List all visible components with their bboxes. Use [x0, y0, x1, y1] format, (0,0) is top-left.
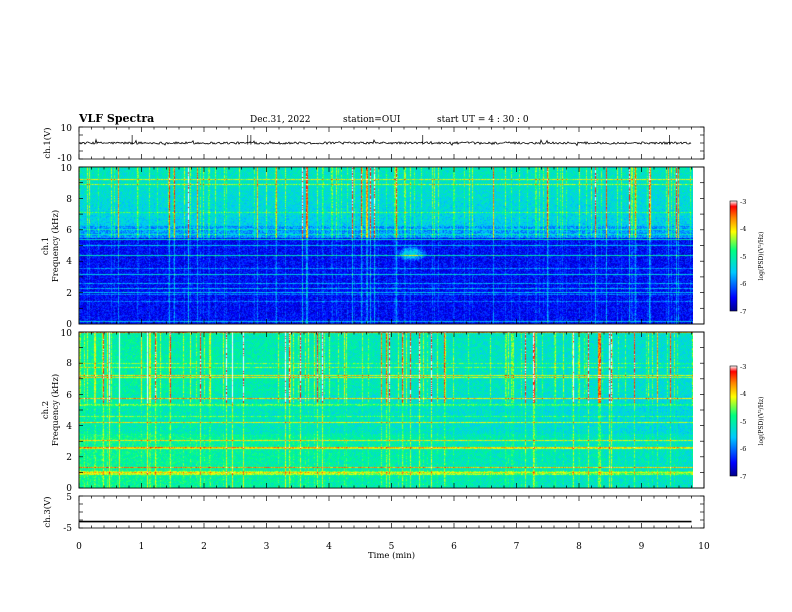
ch2-spectrogram-panel: 0 2 4 6 8 10 ch.2 Frequency (kHz): [41, 329, 705, 494]
ch2-spectrogram-image: [79, 332, 693, 488]
ch3-ytick-top: 5: [66, 493, 72, 503]
xtick-5: 5: [389, 542, 395, 552]
xtick-1: 1: [139, 542, 145, 552]
spec2-ytick-2: 2: [66, 453, 72, 463]
colorbar-2-tick-m7: -7: [740, 473, 746, 481]
date-text: Dec.31, 2022: [250, 115, 311, 125]
spec1-ytick-0: 0: [66, 320, 72, 330]
ch1-waveform-label: ch.1(V): [42, 127, 53, 158]
ch1-spectrogram-panel: 0 2 4 6 8 10 ch.1 Frequency (kHz): [41, 164, 705, 330]
ch2-spectrogram-frequency-label: Frequency (kHz): [50, 374, 61, 446]
colorbar-1: -3 -4 -5 -6 -7 log(PSD)(V²/Hz): [729, 198, 765, 316]
colorbar-2-gradient: [729, 365, 738, 477]
xtick-3: 3: [264, 542, 270, 552]
colorbar-2-tick-m5: -5: [740, 418, 746, 426]
ch3-waveform-panel: 5 -5 ch.3(V): [42, 493, 705, 534]
time-axis-tick-labels: 0 1 2 3 4 5 6 7 8 9 10: [76, 542, 710, 552]
xtick-7: 7: [514, 542, 520, 552]
colorbar-2-tick-m3: -3: [740, 363, 746, 371]
xtick-6: 6: [451, 542, 457, 552]
spec1-ytick-4: 4: [66, 257, 72, 267]
ch3-waveform-label: ch.3(V): [42, 496, 53, 527]
colorbar-2-unit-label: log(PSD)(V²/Hz): [758, 397, 765, 446]
ch2-spectrogram-ytick-labels: 0 2 4 6 8 10: [61, 329, 73, 494]
ch1-waveform-trace: [78, 138, 692, 147]
xtick-10: 10: [698, 542, 710, 552]
ch2-spectrogram-ticks: [78, 331, 705, 489]
colorbar-1-unit-label: log(PSD)(V²/Hz): [758, 232, 765, 281]
ch2-spectrogram-channel-label: ch.2: [41, 401, 51, 419]
spec1-ytick-8: 8: [66, 195, 72, 205]
xtick-0: 0: [76, 542, 82, 552]
ch1-spectrogram-channel-label: ch.1: [41, 237, 51, 255]
ch1-spectrogram-image: [79, 167, 693, 324]
spec2-ytick-10: 10: [61, 329, 73, 339]
spec1-ytick-6: 6: [66, 226, 72, 236]
xtick-2: 2: [201, 542, 207, 552]
colorbar-1-tick-m3: -3: [740, 198, 746, 206]
ch1-ytick-bottom: -10: [58, 154, 73, 164]
xtick-8: 8: [576, 542, 582, 552]
ch1-waveform-panel: 10 -10 ch.1(V): [42, 124, 705, 164]
colorbar-1-tick-m6: -6: [740, 280, 746, 288]
xtick-4: 4: [326, 542, 332, 552]
ch1-ytick-top: 10: [61, 124, 73, 134]
ch1-spectrogram-ticks: [78, 166, 705, 325]
spec2-ytick-8: 8: [66, 359, 72, 369]
ch1-spectrogram-frequency-label: Frequency (kHz): [50, 210, 61, 282]
station-text: station=OUI: [343, 115, 401, 125]
ch3-waveform-frame: [78, 495, 705, 529]
spec2-ytick-4: 4: [66, 422, 72, 432]
ch1-waveform-ticks: [78, 126, 705, 160]
spec1-ytick-10: 10: [61, 164, 73, 174]
ch3-ytick-bottom: -5: [63, 524, 72, 534]
ch3-waveform-ticks: [78, 495, 705, 529]
colorbar-1-tick-m5: -5: [740, 253, 746, 261]
ch1-spectrogram-ytick-labels: 0 2 4 6 8 10: [61, 164, 73, 330]
spec2-ytick-0: 0: [66, 484, 72, 494]
colorbar-1-tick-m7: -7: [740, 308, 746, 316]
spec1-ytick-2: 2: [66, 289, 72, 299]
figure-title: VLF Spectra: [78, 112, 154, 125]
xtick-9: 9: [639, 542, 645, 552]
colorbar-2: -3 -4 -5 -6 -7 log(PSD)(V²/Hz): [729, 363, 765, 481]
colorbar-1-tick-m4: -4: [740, 225, 746, 233]
spec2-ytick-6: 6: [66, 391, 72, 401]
colorbar-2-tick-m4: -4: [740, 390, 746, 398]
start-time-text: start UT = 4 : 30 : 0: [437, 115, 529, 125]
colorbar-2-tick-m6: -6: [740, 445, 746, 453]
time-axis-label: Time (min): [368, 550, 415, 561]
colorbar-1-gradient: [729, 200, 738, 312]
